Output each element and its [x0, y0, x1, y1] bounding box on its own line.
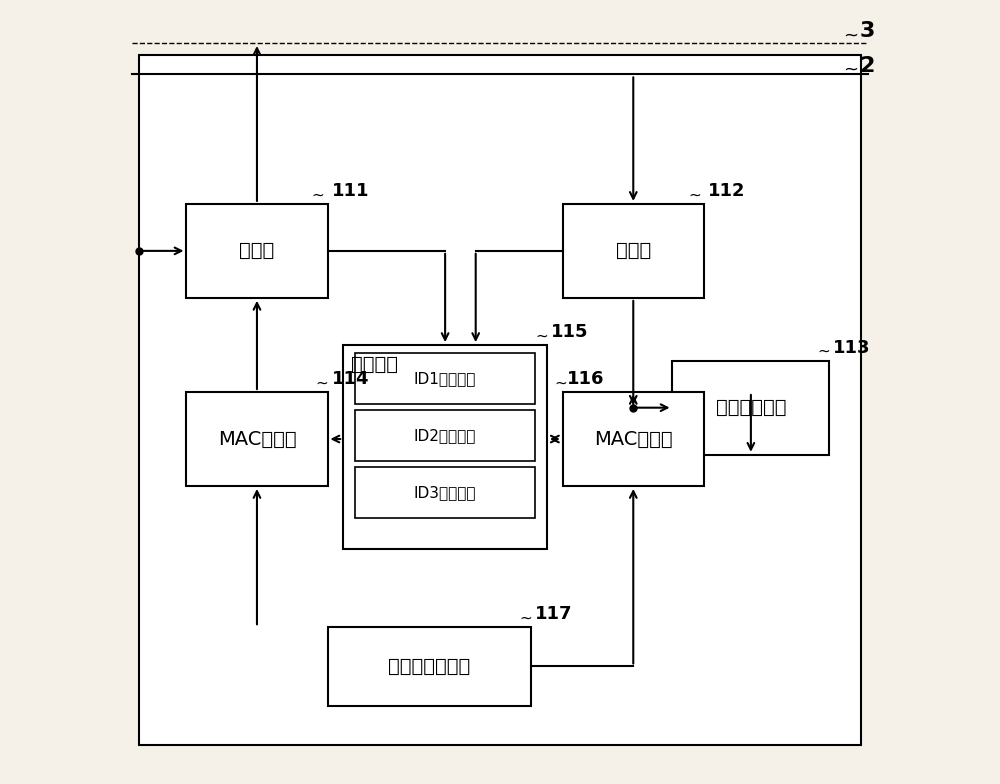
Text: ID2计数器值: ID2计数器值 [414, 428, 476, 443]
Text: 117: 117 [535, 605, 573, 623]
Text: 111: 111 [331, 182, 369, 200]
FancyBboxPatch shape [186, 204, 328, 298]
FancyBboxPatch shape [355, 410, 535, 461]
FancyBboxPatch shape [672, 361, 829, 455]
FancyBboxPatch shape [563, 204, 704, 298]
Text: ~: ~ [688, 187, 701, 202]
Text: ~: ~ [520, 611, 532, 626]
Text: ID3计数器值: ID3计数器值 [414, 485, 476, 500]
Text: ~: ~ [316, 376, 329, 390]
Text: 接收部: 接收部 [616, 241, 651, 260]
FancyBboxPatch shape [139, 55, 861, 745]
Text: 帧接收处理部: 帧接收处理部 [716, 398, 786, 417]
Text: 116: 116 [567, 370, 604, 388]
Text: 115: 115 [551, 323, 588, 341]
FancyBboxPatch shape [355, 467, 535, 518]
FancyBboxPatch shape [343, 345, 547, 549]
Text: ID1计数器值: ID1计数器值 [414, 371, 476, 386]
Text: 计数器部: 计数器部 [351, 355, 398, 374]
FancyBboxPatch shape [355, 353, 535, 404]
Text: 112: 112 [708, 182, 745, 200]
FancyBboxPatch shape [328, 627, 531, 706]
Text: ~: ~ [843, 61, 859, 78]
Text: MAC检查部: MAC检查部 [594, 430, 673, 448]
Text: 114: 114 [331, 370, 369, 388]
FancyBboxPatch shape [563, 392, 704, 486]
Text: ~: ~ [555, 376, 568, 390]
Text: 3: 3 [859, 21, 874, 42]
FancyBboxPatch shape [186, 392, 328, 486]
Text: ~: ~ [535, 328, 548, 343]
Text: 2: 2 [859, 56, 874, 76]
Text: 秘密信息存储部: 秘密信息存储部 [388, 657, 471, 676]
Text: ~: ~ [818, 344, 830, 359]
Text: 113: 113 [833, 339, 871, 357]
Text: 发送部: 发送部 [239, 241, 275, 260]
Text: MAC生成部: MAC生成部 [218, 430, 296, 448]
Text: ~: ~ [843, 27, 859, 44]
Text: ~: ~ [312, 187, 325, 202]
